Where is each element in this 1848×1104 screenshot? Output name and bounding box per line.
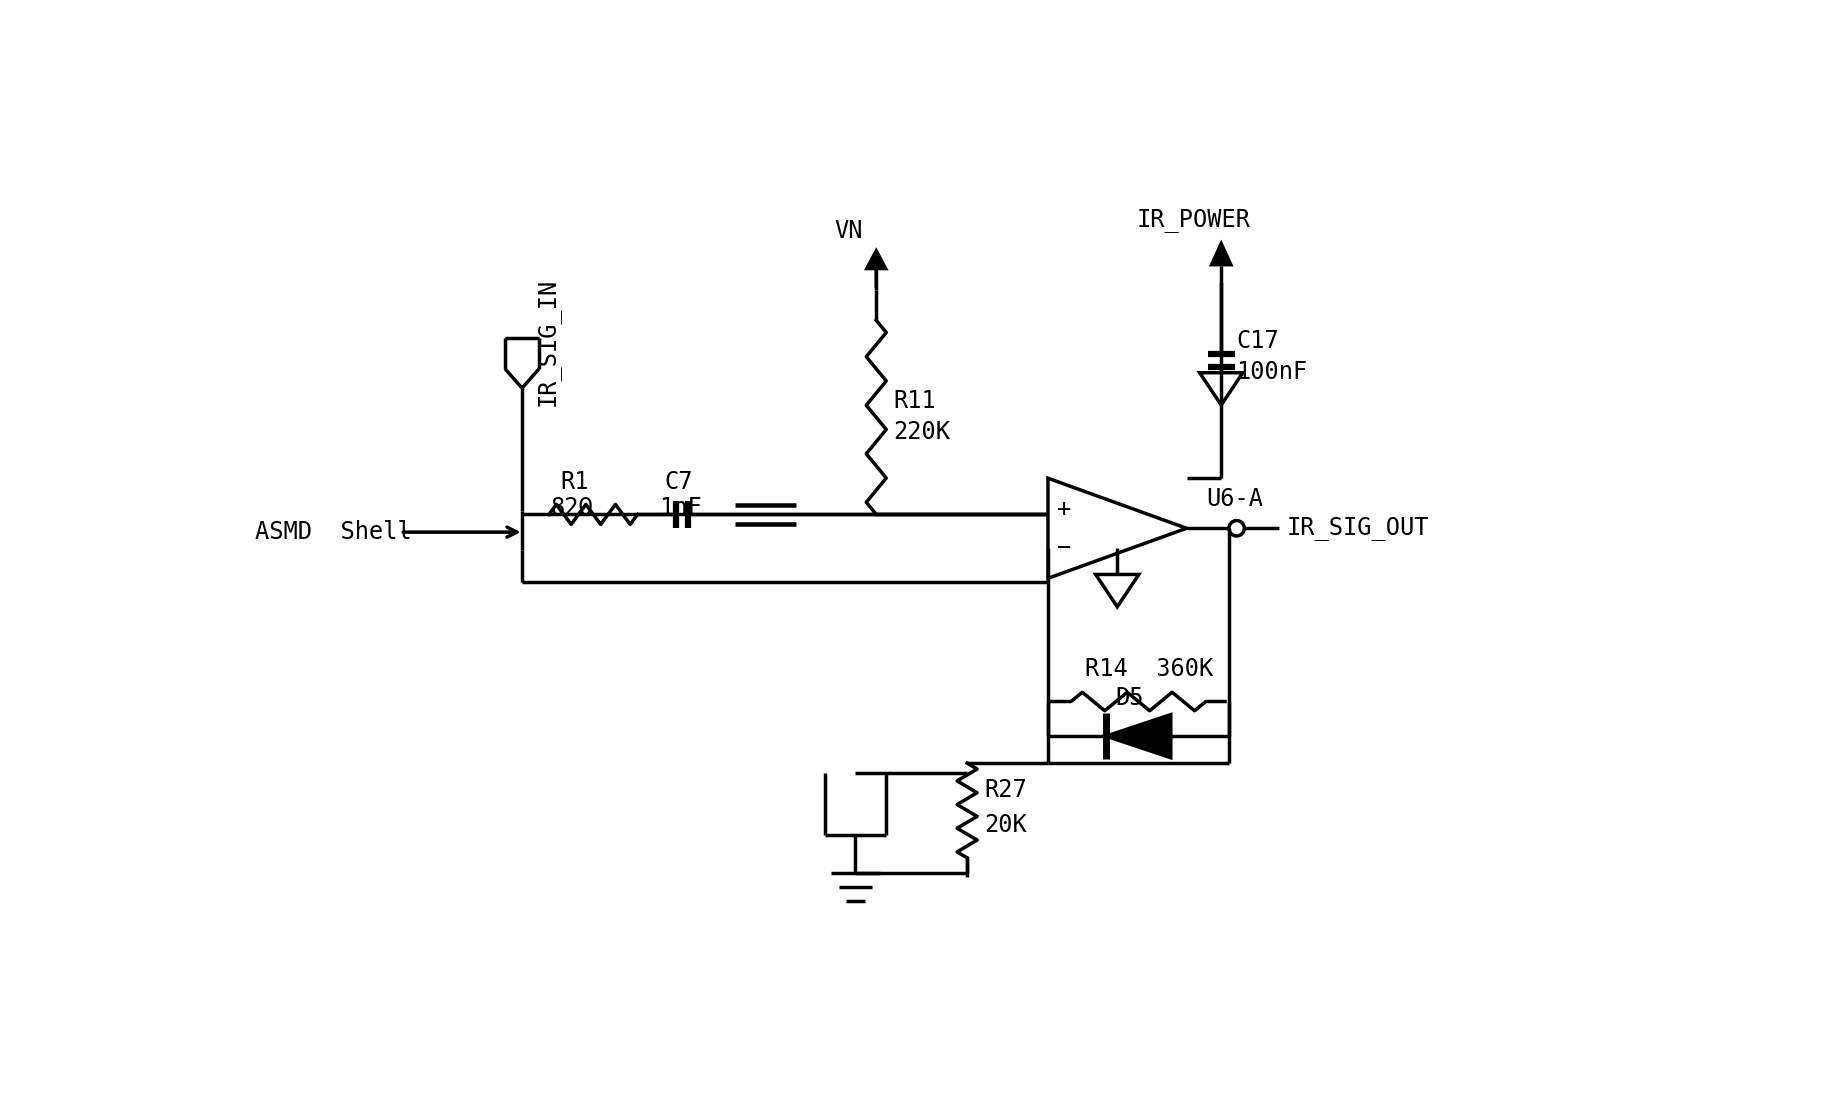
Text: IR_SIG_OUT: IR_SIG_OUT xyxy=(1286,517,1429,540)
Text: C17: C17 xyxy=(1236,329,1279,353)
Text: 220K: 220K xyxy=(893,420,950,444)
Polygon shape xyxy=(1107,714,1172,757)
Text: C7: C7 xyxy=(665,470,693,495)
Polygon shape xyxy=(1209,240,1234,266)
Text: 100nF: 100nF xyxy=(1236,360,1308,384)
Text: IR_SIG_IN: IR_SIG_IN xyxy=(536,278,560,406)
Text: −: − xyxy=(1057,535,1072,560)
Text: 1nF: 1nF xyxy=(660,496,702,520)
Text: R11: R11 xyxy=(893,390,935,413)
Text: D5: D5 xyxy=(1116,686,1144,710)
Text: ASMD  Shell: ASMD Shell xyxy=(255,520,412,544)
Text: R14  360K: R14 360K xyxy=(1085,657,1212,681)
Polygon shape xyxy=(865,247,889,270)
Text: 20K: 20K xyxy=(985,813,1027,837)
Text: R1: R1 xyxy=(560,470,590,495)
Text: 82Ω: 82Ω xyxy=(551,496,593,520)
Text: U6-A: U6-A xyxy=(1205,487,1262,511)
Text: IR_POWER: IR_POWER xyxy=(1137,208,1251,232)
Text: +: + xyxy=(1057,497,1072,521)
Text: VN: VN xyxy=(833,220,863,243)
Text: R27: R27 xyxy=(985,778,1027,803)
